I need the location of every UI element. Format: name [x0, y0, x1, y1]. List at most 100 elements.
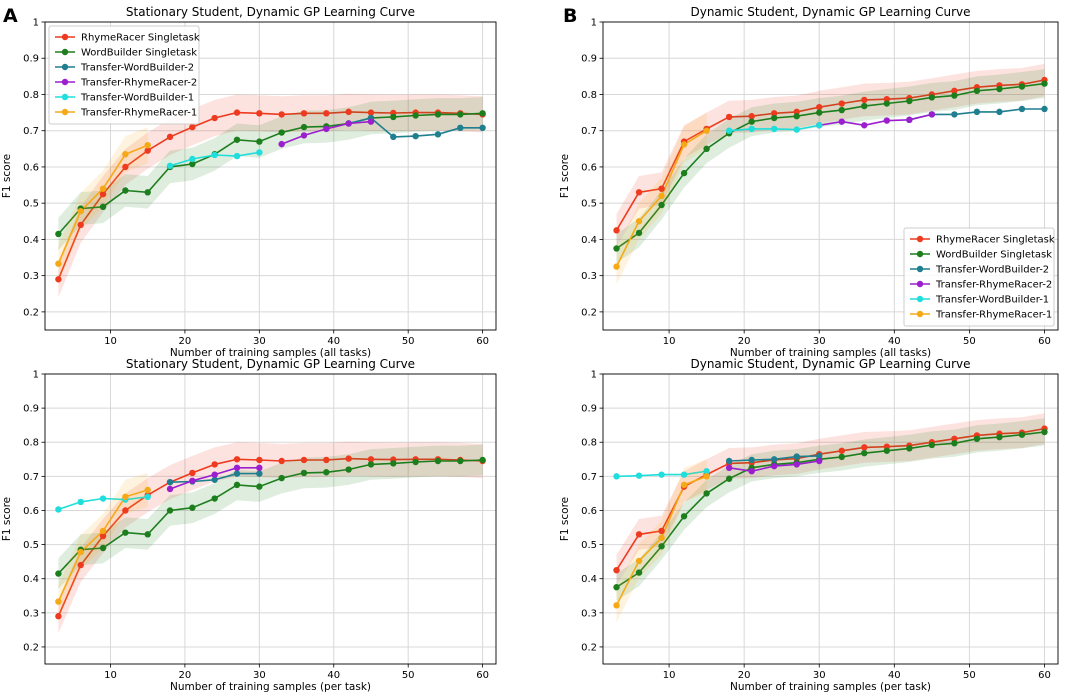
data-point	[390, 133, 397, 141]
data-point	[233, 136, 241, 143]
data-point	[928, 111, 936, 118]
panel-label-a: A	[3, 5, 18, 27]
legend-marker	[916, 235, 924, 243]
data-point	[973, 435, 981, 443]
data-point	[1041, 80, 1048, 87]
data-point	[793, 453, 800, 460]
data-point	[658, 201, 665, 209]
data-point	[55, 260, 62, 267]
data-point	[166, 507, 174, 514]
data-point	[300, 132, 308, 139]
data-point	[233, 470, 241, 477]
y-tick-label: 0.3	[23, 608, 39, 619]
data-point	[122, 151, 129, 158]
y-tick-label: 0.3	[581, 608, 597, 619]
data-point	[996, 108, 1003, 116]
confidence-band-0	[58, 441, 483, 634]
data-point	[144, 189, 151, 196]
data-point	[613, 263, 620, 270]
data-point	[725, 457, 733, 465]
data-point	[345, 108, 352, 116]
data-point	[99, 185, 107, 192]
data-point	[256, 456, 263, 464]
data-point	[189, 469, 196, 477]
data-point	[479, 124, 486, 132]
y-tick-label: 0.3	[581, 271, 597, 282]
data-point	[256, 464, 263, 472]
data-point	[99, 495, 107, 502]
data-point	[99, 190, 107, 198]
data-point	[635, 569, 643, 576]
data-point	[256, 470, 263, 477]
y-tick-label: 0.8	[23, 438, 39, 449]
data-point	[390, 460, 397, 467]
plot-frame	[44, 373, 497, 665]
data-point	[122, 529, 129, 536]
series-line-3	[819, 113, 933, 127]
data-point	[838, 447, 845, 454]
data-point	[613, 584, 620, 591]
x-tick-label: 10	[663, 336, 676, 347]
data-point	[951, 111, 958, 118]
data-point	[434, 111, 442, 118]
data-point	[256, 138, 263, 145]
data-point	[816, 103, 823, 111]
data-point	[300, 456, 308, 464]
data-point	[613, 473, 620, 480]
data-point	[211, 471, 218, 478]
legend-marker	[61, 33, 69, 41]
data-point	[77, 498, 84, 506]
series-line-1	[616, 431, 1045, 588]
data-point	[412, 112, 419, 119]
data-point	[122, 163, 129, 171]
data-point	[680, 513, 688, 520]
legend-marker	[916, 250, 924, 258]
legend-marker	[916, 310, 924, 318]
y-tick-label: 1	[33, 370, 39, 381]
data-point	[390, 113, 397, 121]
data-point	[838, 118, 845, 125]
x-tick-label: 20	[179, 336, 192, 347]
data-point	[144, 531, 151, 538]
panel-label-b: B	[563, 5, 577, 27]
data-point	[144, 147, 151, 154]
y-tick-label: 0.6	[23, 162, 39, 173]
data-point	[166, 478, 174, 486]
chart-title: Stationary Student, Dynamic GP Learning …	[126, 357, 415, 371]
data-point	[323, 456, 330, 464]
data-point	[838, 453, 845, 461]
data-point	[367, 456, 375, 463]
data-point	[479, 110, 486, 117]
x-tick-label: 30	[813, 336, 826, 347]
data-point	[635, 229, 643, 237]
data-point	[367, 461, 375, 468]
data-point	[951, 92, 958, 99]
data-point	[816, 122, 823, 129]
data-point	[861, 102, 868, 110]
data-point	[300, 123, 308, 131]
data-point	[55, 276, 62, 283]
data-point	[55, 598, 62, 605]
y-tick-label: 0.8	[581, 90, 597, 101]
data-point	[680, 141, 688, 148]
y-tick-label: 0.4	[23, 235, 39, 246]
data-point	[658, 543, 665, 550]
data-point	[635, 218, 643, 225]
data-point	[122, 187, 129, 194]
data-point	[367, 118, 375, 125]
data-point	[189, 504, 196, 511]
y-tick-label: 0.2	[23, 307, 39, 318]
plot-frame	[602, 373, 1059, 665]
x-tick-label: 60	[1038, 336, 1051, 347]
data-point	[211, 461, 218, 468]
legend: RhymeRacer Singletask WordBuilder Singlet…	[48, 25, 200, 125]
legend-marker	[61, 63, 69, 71]
y-tick-label: 0.9	[23, 54, 39, 65]
data-point	[838, 100, 845, 107]
data-point	[434, 457, 442, 465]
data-point	[412, 458, 419, 466]
data-point	[703, 127, 710, 134]
chart-title: Dynamic Student, Dynamic GP Learning Cur…	[690, 5, 970, 19]
data-point	[278, 111, 285, 118]
